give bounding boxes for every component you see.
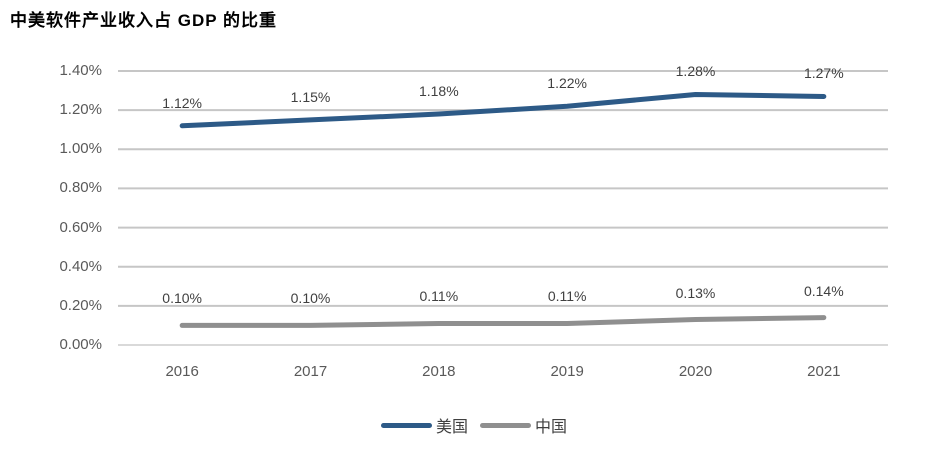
data-label: 0.13% <box>675 284 716 301</box>
data-label: 0.14% <box>803 282 844 299</box>
data-label: 1.28% <box>675 63 716 80</box>
series-line-中国 <box>179 315 827 328</box>
data-label: 0.10% <box>290 290 331 307</box>
y-tick-label: 0.40% <box>59 257 102 275</box>
legend-line-swatch <box>380 422 432 428</box>
legend-item-中国: 中国 <box>480 413 567 437</box>
data-label: 0.10% <box>162 290 202 307</box>
y-tick-label: 1.40% <box>59 62 102 79</box>
legend-label: 美国 <box>435 419 468 436</box>
legend-label: 中国 <box>535 419 568 436</box>
legend-item-美国: 美国 <box>380 413 468 437</box>
data-label: 0.11% <box>547 288 587 305</box>
x-tick-label: 2017 <box>293 363 328 380</box>
y-tick-label: 0.80% <box>59 179 102 197</box>
data-label: 1.22% <box>547 75 587 92</box>
data-label: 1.15% <box>290 88 331 105</box>
data-label: 1.12% <box>162 94 202 111</box>
x-tick-label: 2019 <box>550 363 584 380</box>
x-tick-label: 2016 <box>165 363 199 380</box>
x-tick-label: 2021 <box>807 363 841 380</box>
x-tick-label: 2020 <box>678 363 713 380</box>
y-tick-label: 0.20% <box>59 296 102 314</box>
y-tick-label: 0.00% <box>59 336 102 353</box>
y-tick-label: 1.20% <box>59 101 102 119</box>
data-label: 0.11% <box>419 288 459 305</box>
chart-title: 中美软件产业收入占 GDP 的比重 <box>10 11 277 30</box>
legend: 美国 中国 <box>0 412 948 438</box>
y-tick-label: 1.00% <box>59 140 102 158</box>
legend-line-swatch <box>480 422 531 428</box>
data-label: 1.18% <box>418 83 459 100</box>
data-label: 1.27% <box>803 65 844 82</box>
y-tick-label: 0.60% <box>59 218 102 236</box>
x-tick-label: 2018 <box>422 363 456 380</box>
series-line-美国 <box>179 91 827 129</box>
